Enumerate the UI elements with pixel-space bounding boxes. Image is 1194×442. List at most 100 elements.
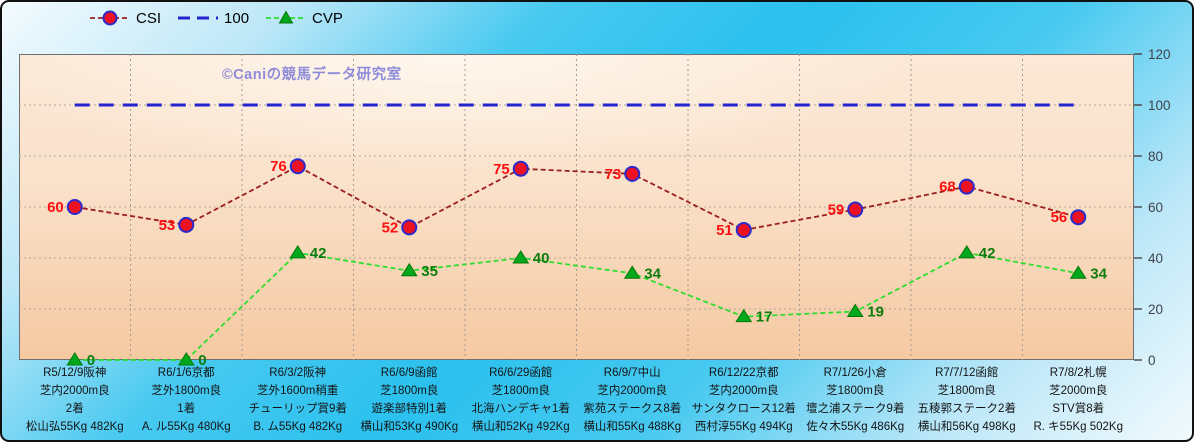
x-axis-label-line: 壇之浦ステーク9着 — [806, 403, 905, 415]
x-axis-category-label: R6/12/22京都 芝内2000m良サンタクロース12着 西村淳55Kg 494K… — [688, 364, 800, 436]
y-axis-tick-label: 100 — [1148, 98, 1171, 113]
x-axis-label-line: 松山弘55Kg 482Kg — [25, 421, 124, 433]
cvp-data-marker — [512, 250, 530, 264]
csi-series-line — [74, 165, 1079, 231]
cvp-value-label: 17 — [756, 309, 773, 326]
cvp-value-label: 42 — [310, 245, 327, 262]
x-axis-label-line: 西村淳55Kg 494Kg — [694, 421, 793, 433]
csi-value-label: 73 — [605, 166, 622, 183]
x-axis-label-line: R6/1/6京都 — [157, 367, 215, 379]
x-axis-label-line: 横山和56Kg 498Kg — [917, 421, 1016, 433]
x-axis-label-line: 五稜郭ステーク2着 — [917, 403, 1016, 415]
csi-data-marker — [735, 221, 752, 238]
x-axis-label-line: 佐々木55Kg 486Kg — [806, 421, 905, 433]
cvp-value-label: 40 — [533, 250, 550, 267]
cvp-data-marker — [289, 244, 307, 259]
x-axis-label-line: 1着 — [177, 403, 196, 415]
chart-legend: CSI 100 CVP — [90, 7, 343, 29]
csi-value-label: 60 — [47, 199, 64, 216]
x-axis-label-line: R6/6/9函館 — [380, 367, 438, 379]
x-axis-label-line: R7/7/12函館 — [935, 367, 999, 379]
x-axis-category-label: R6/1/6京都 芝外1800m良 1着 A. ル55Kg 480Kg — [131, 364, 243, 436]
x-axis-label-line: A. ル55Kg 480Kg — [141, 421, 231, 433]
csi-value-label: 75 — [493, 161, 510, 178]
x-axis-label-line: R5/12/9阪神 — [43, 367, 107, 379]
x-axis-label-line: 横山和52Kg 492Kg — [471, 421, 570, 433]
cvp-value-label: 34 — [1090, 265, 1107, 282]
x-axis-label-line: STV賞8着 — [1052, 403, 1105, 415]
csi-value-label: 59 — [828, 202, 845, 219]
cvp-value-label: 34 — [644, 265, 661, 282]
x-axis-label-line: 芝外1600m稍重 — [257, 385, 339, 397]
csi-value-label: 53 — [159, 217, 176, 234]
x-axis-category-label: R6/6/9函館 芝1800m良 遊楽部特別1着 横山和53Kg 490Kg — [354, 364, 466, 436]
x-axis-label-line: R7/8/2札幌 — [1049, 367, 1107, 379]
x-axis-category-label: R6/6/29函館 芝1800m良 北海ハンデキャ1着 横山和52Kg 492Kg — [465, 364, 577, 436]
csi-value-label: 76 — [270, 158, 287, 175]
csi-data-marker — [1070, 209, 1087, 226]
x-axis-label-line: 芝1800m良 — [826, 385, 885, 397]
y-axis-tick-label: 80 — [1148, 149, 1163, 164]
x-axis-label-line: B. ム55Kg 482Kg — [253, 421, 343, 433]
x-axis-category-label: R6/3/2阪神 芝外1600m稍重 チューリップ賞9着 B. ム55Kg 482Kg — [242, 364, 354, 436]
x-axis-label-line: R6/3/2阪神 — [269, 367, 327, 379]
y-axis-tick-label: 120 — [1148, 47, 1171, 62]
csi-data-marker — [847, 201, 864, 218]
x-axis-label-line: 北海ハンデキャ1着 — [471, 403, 570, 415]
x-axis-label-line: R. キ55Kg 502Kg — [1033, 421, 1123, 433]
x-axis-label-line: R6/6/29函館 — [489, 367, 553, 379]
x-axis-label-line: 横山和53Kg 490Kg — [360, 421, 459, 433]
csi-line-marker-icon — [90, 10, 130, 26]
cvp-value-label: 35 — [421, 263, 438, 280]
csi-value-label: 68 — [939, 179, 956, 196]
x-axis-category-label: R7/7/12函館 芝1800m良 五稜郭ステーク2着 横山和56Kg 498Kg — [911, 364, 1023, 436]
x-axis-label-line: 芝外1800m良 — [151, 385, 222, 397]
x-axis-category-label: R5/12/9阪神 芝内2000m良 2着 松山弘55Kg 482Kg — [19, 364, 131, 436]
cvp-data-marker — [177, 352, 195, 366]
x-axis-label-line: サンタクロース12着 — [691, 403, 796, 415]
cvp-data-marker — [735, 308, 753, 323]
cvp-value-label: 42 — [979, 245, 996, 262]
x-axis-label-line: 芝内2000m良 — [708, 385, 779, 397]
x-axis-label-line: 横山和55Kg 488Kg — [583, 421, 682, 433]
legend-label-csi: CSI — [136, 9, 162, 27]
legend-label-cvp: CVP — [312, 9, 343, 27]
y-axis-tick-label: 40 — [1148, 251, 1163, 266]
csi-data-marker — [958, 178, 975, 195]
x-axis-label-line: チューリップ賞9着 — [248, 403, 347, 415]
cvp-value-label: 19 — [867, 304, 884, 321]
x-axis-label-line: R6/12/22京都 — [708, 367, 779, 379]
cvp-series-line — [74, 251, 1079, 361]
y-axis-tick-label: 20 — [1148, 302, 1163, 317]
csi-data-marker — [66, 199, 83, 215]
csi-data-marker — [289, 158, 306, 175]
csi-data-marker — [624, 165, 641, 182]
legend-item-csi: CSI — [90, 10, 161, 27]
y-axis-tick-label: 60 — [1148, 200, 1163, 215]
csi-data-marker — [178, 216, 195, 233]
cvp-data-marker — [846, 303, 864, 318]
x-axis-category-label: R7/8/2札幌 芝2000m良 STV賞8着 R. キ55Kg 502Kg — [1023, 364, 1135, 436]
x-axis-label-line: R7/1/26小倉 — [823, 367, 887, 379]
cvp-data-marker — [623, 265, 641, 279]
x-axis-label-line: R6/9/7中山 — [603, 367, 661, 379]
x-axis-label-line: 2着 — [65, 403, 84, 415]
x-axis-label-line: 遊楽部特別1着 — [371, 403, 447, 415]
y-axis-tick-label: 0 — [1148, 353, 1156, 368]
cvp-data-marker — [1069, 265, 1087, 279]
csi-data-marker — [512, 160, 529, 177]
x-axis-labels: R5/12/9阪神芝内2000m良 2着松山弘55Kg 482Kg R6/1/6京都… — [19, 364, 1134, 436]
csi-data-marker — [401, 219, 418, 236]
x-axis-category-label: R7/1/26小倉 芝1800m良壇之浦ステーク9着 佐々木55Kg 486Kg — [800, 364, 912, 436]
cvp-value-label: 0 — [87, 352, 95, 369]
legend-item-cvp: CVP — [266, 10, 343, 27]
csi-value-label: 51 — [716, 222, 733, 239]
cvp-line-marker-icon — [266, 10, 307, 24]
x-axis-label-line: 紫苑ステークス8着 — [583, 403, 682, 415]
cvp-data-marker — [66, 352, 84, 366]
cvp-value-label: 0 — [198, 352, 206, 369]
watermark: ©Caniの競馬データ研究室 — [222, 67, 402, 83]
legend-item-100: 100 — [178, 10, 249, 27]
